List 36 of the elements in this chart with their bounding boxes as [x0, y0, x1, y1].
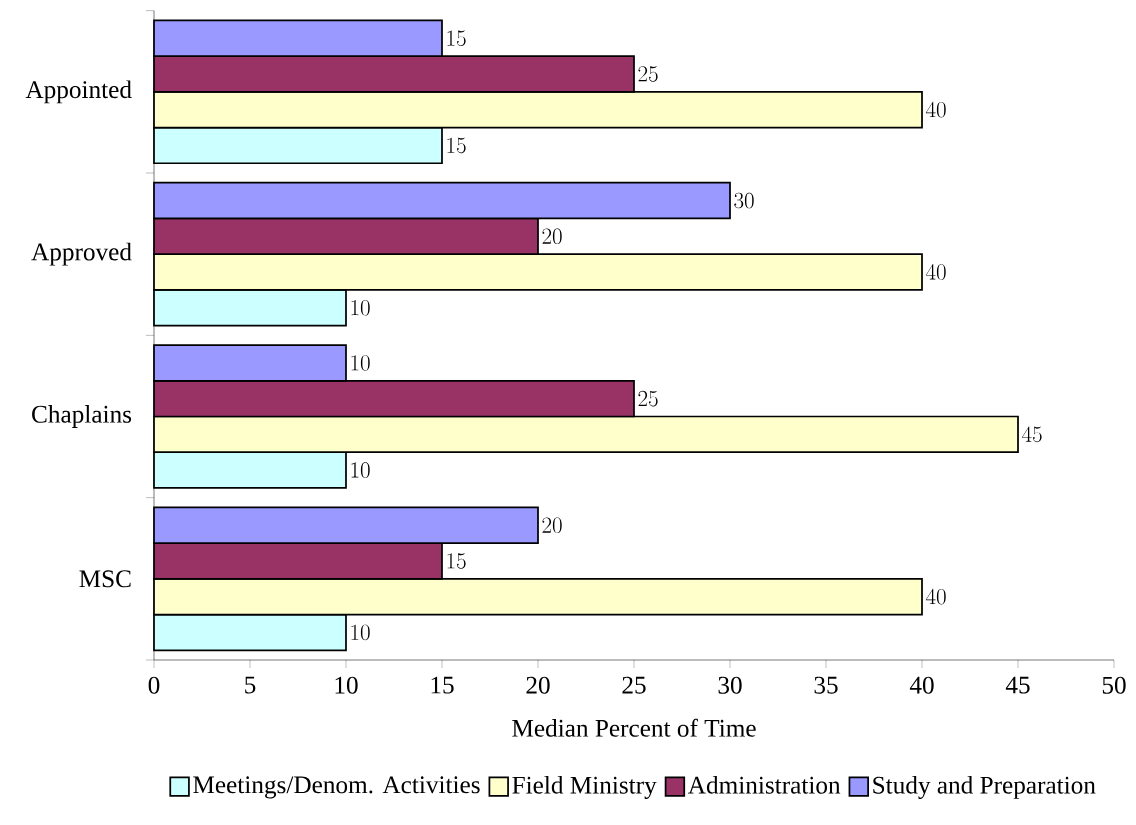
x-tick-label: 50	[1102, 676, 1126, 694]
data-label: 10	[351, 299, 370, 316]
x-tick-label: 35	[814, 676, 838, 694]
legend-label: Field Ministry	[512, 775, 657, 799]
data-label: 10	[351, 462, 370, 478]
data-label: 40	[926, 588, 946, 605]
data-label: 10	[351, 624, 370, 641]
data-label: 15	[447, 553, 466, 569]
x-tick-label: 20	[526, 676, 550, 694]
data-label: 30	[734, 192, 754, 209]
data-label: 45	[1022, 426, 1042, 443]
data-label: 20	[542, 517, 562, 534]
data-label: 25	[638, 66, 658, 82]
x-tick-label: 30	[718, 676, 742, 694]
data-label: 40	[926, 101, 946, 118]
x-tick-label: 15	[431, 676, 454, 694]
data-label: 20	[542, 228, 562, 245]
x-tick-label: 0	[148, 676, 160, 694]
legend-label: Meetings/Denom. Activities	[193, 776, 480, 799]
x-tick-label: 40	[909, 676, 934, 694]
x-tick-label: 45	[1005, 676, 1030, 694]
x-axis-title: Median Percent of Time	[512, 718, 756, 737]
x-tick-label: 25	[622, 676, 646, 694]
data-label: 10	[351, 355, 370, 371]
data-label: 40	[926, 264, 946, 280]
data-label: 15	[447, 137, 466, 154]
x-tick-label: 5	[245, 676, 256, 694]
y-tick-label: Approved	[31, 242, 132, 266]
y-tick-label: Chaplains	[32, 405, 132, 428]
x-tick-label: 10	[335, 676, 358, 694]
data-label: 25	[638, 390, 658, 407]
y-tick-label: Appointed	[25, 80, 132, 104]
data-label: 15	[447, 30, 466, 47]
y-tick-label: MSC	[79, 570, 131, 588]
legend-label: Study and Preparation	[873, 775, 1096, 799]
legend-label: Administration	[688, 775, 841, 794]
